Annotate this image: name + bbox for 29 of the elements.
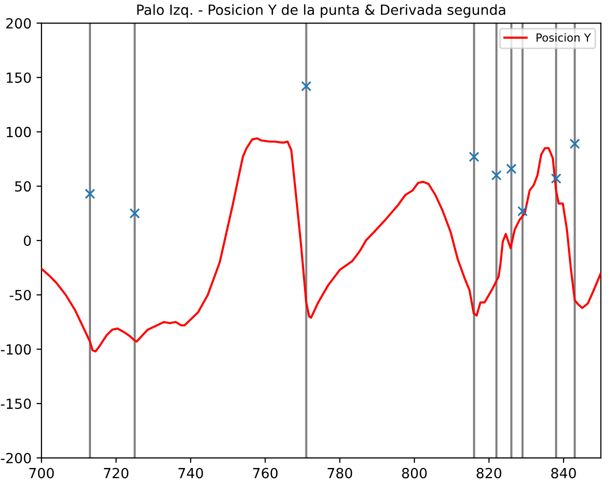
point xyxy=(491,170,502,181)
y-tick-label: -50 xyxy=(10,290,31,300)
point xyxy=(84,188,96,200)
x-tick-label: 760 xyxy=(253,468,278,478)
point xyxy=(129,208,140,219)
y-tick-label: -100 xyxy=(0,344,31,355)
y-tick-label: 200 xyxy=(6,18,31,29)
x-tick-label: 840 xyxy=(551,468,576,478)
legend-label: Posicion Y xyxy=(536,33,591,42)
x-tick-label: 780 xyxy=(328,468,352,478)
chart-title: Palo Izq. - Posicion Y de la punta & Derivada segunda xyxy=(137,4,506,18)
x-tick-label: 720 xyxy=(104,468,128,478)
point xyxy=(506,164,517,174)
y-tick-label: 50 xyxy=(15,181,31,192)
y-tick-label: 100 xyxy=(6,126,31,138)
line-series xyxy=(41,137,601,352)
point xyxy=(570,138,580,150)
x-tick-label: 800 xyxy=(402,468,427,478)
y-tick-label: -200 xyxy=(0,452,31,464)
point xyxy=(468,152,480,162)
y-tick-label: 0 xyxy=(24,235,31,246)
x-tick-label: 700 xyxy=(29,468,54,478)
point xyxy=(517,206,528,216)
x-tick-label: 740 xyxy=(178,468,203,478)
y-tick-label: 150 xyxy=(6,72,31,83)
point xyxy=(301,80,312,92)
y-tick-label: -150 xyxy=(0,398,31,410)
x-tick-label: 820 xyxy=(476,468,502,478)
point xyxy=(550,173,562,184)
